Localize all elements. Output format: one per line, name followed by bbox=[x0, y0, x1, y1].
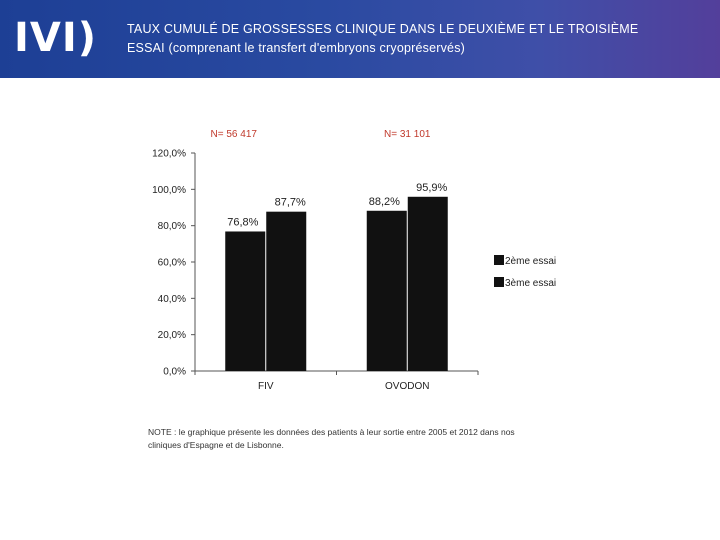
header-banner: IVI) TAUX CUMULÉ DE GROSSESSES CLINIQUE … bbox=[0, 0, 720, 78]
data-label: 87,7% bbox=[275, 197, 306, 209]
y-tick-label: 0,0% bbox=[163, 367, 186, 378]
ivi-logo: IVI) bbox=[14, 15, 98, 61]
bar-ovodon-3eme bbox=[407, 196, 448, 371]
legend-label: 3ème essai bbox=[505, 278, 556, 289]
y-tick-label: 20,0% bbox=[158, 330, 186, 341]
x-category-label: FIV bbox=[258, 381, 274, 392]
x-category-label: OVODON bbox=[385, 381, 429, 392]
data-label: 95,9% bbox=[416, 182, 447, 194]
y-tick-label: 60,0% bbox=[158, 258, 186, 269]
legend-swatch bbox=[494, 255, 504, 265]
footnote: NOTE : le graphique présente les données… bbox=[148, 426, 618, 452]
y-tick-label: 80,0% bbox=[158, 221, 186, 232]
legend-label: 2ème essai bbox=[505, 256, 556, 267]
bar-fiv-2eme bbox=[225, 231, 266, 371]
bar-ovodon-2eme bbox=[366, 210, 407, 371]
data-label: 88,2% bbox=[369, 196, 400, 208]
slide-title-line-2: ESSAI (comprenant le transfert d'embryon… bbox=[127, 41, 466, 55]
legend-swatch bbox=[494, 277, 504, 287]
footnote-line-1: NOTE : le graphique présente les données… bbox=[148, 427, 515, 437]
footnote-line-2: cliniques d'Espagne et de Lisbonne. bbox=[148, 440, 284, 450]
slide-title: TAUX CUMULÉ DE GROSSESSES CLINIQUE DANS … bbox=[127, 20, 697, 58]
bar-fiv-3eme bbox=[266, 211, 307, 371]
y-tick-label: 100,0% bbox=[152, 185, 186, 196]
group-n-annotation: N= 56 417 bbox=[211, 129, 258, 140]
group-n-annotation: N= 31 101 bbox=[384, 129, 431, 140]
data-label: 76,8% bbox=[227, 216, 258, 228]
slide-title-line-1: TAUX CUMULÉ DE GROSSESSES CLINIQUE DANS … bbox=[127, 22, 639, 36]
y-tick-label: 40,0% bbox=[158, 294, 186, 305]
y-tick-label: 120,0% bbox=[152, 149, 186, 160]
